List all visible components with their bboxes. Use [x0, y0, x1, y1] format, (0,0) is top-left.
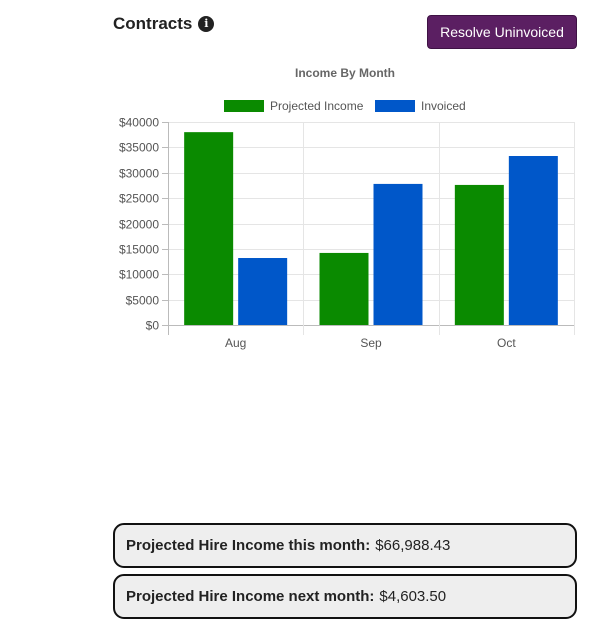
- bar-invoiced-sep: [373, 183, 423, 325]
- x-tick-label: Oct: [497, 336, 516, 350]
- x-axis: Aug Sep Oct: [225, 336, 516, 350]
- chart-legend: Projected Income Invoiced: [224, 99, 466, 113]
- next-month-value: $4,603.50: [379, 588, 447, 605]
- this-month-value: $66,988.43: [375, 537, 451, 554]
- projected-income-this-month-card: Projected Hire Income this month: $66,98…: [113, 523, 577, 568]
- bar-invoiced-oct: [508, 156, 558, 325]
- y-tick-label: $15000: [119, 243, 159, 257]
- chart-bars: [184, 132, 558, 325]
- resolve-uninvoiced-button[interactable]: Resolve Uninvoiced: [427, 15, 577, 49]
- income-by-month-chart: Income By Month Projected Income Invoiced…: [119, 66, 575, 350]
- y-tick-label: $10000: [119, 268, 159, 282]
- y-tick-label: $40000: [119, 116, 159, 130]
- legend-label: Projected Income: [270, 99, 364, 113]
- y-tick-label: $5000: [126, 294, 160, 308]
- page-title: Contracts: [113, 14, 193, 33]
- x-tick-label: Aug: [225, 336, 246, 350]
- y-tick-label: $20000: [119, 218, 159, 232]
- bar-projected-income-sep: [319, 252, 369, 325]
- bar-projected-income-aug: [184, 132, 234, 325]
- chart-title: Income By Month: [295, 66, 395, 80]
- bar-invoiced-aug: [238, 258, 288, 325]
- y-tick-label: $25000: [119, 192, 159, 206]
- chart-grid: [168, 122, 575, 335]
- legend-swatch: [224, 100, 264, 112]
- next-month-label: Projected Hire Income next month:: [126, 588, 375, 605]
- contracts-header: Contracts i: [113, 14, 215, 34]
- y-tick-label: $30000: [119, 167, 159, 181]
- info-circle-icon[interactable]: i: [198, 16, 215, 32]
- y-axis: $0 $5000 $10000 $15000 $20000 $25000 $30000 $35…: [119, 116, 168, 333]
- legend-swatch: [375, 100, 415, 112]
- legend-label: Invoiced: [421, 99, 466, 113]
- projected-income-next-month-card: Projected Hire Income next month: $4,603…: [113, 574, 577, 619]
- this-month-label: Projected Hire Income this month:: [126, 537, 371, 554]
- x-tick-label: Sep: [360, 336, 382, 350]
- bar-projected-income-oct: [454, 184, 504, 325]
- y-tick-label: $35000: [119, 141, 159, 155]
- y-tick-label: $0: [146, 319, 160, 333]
